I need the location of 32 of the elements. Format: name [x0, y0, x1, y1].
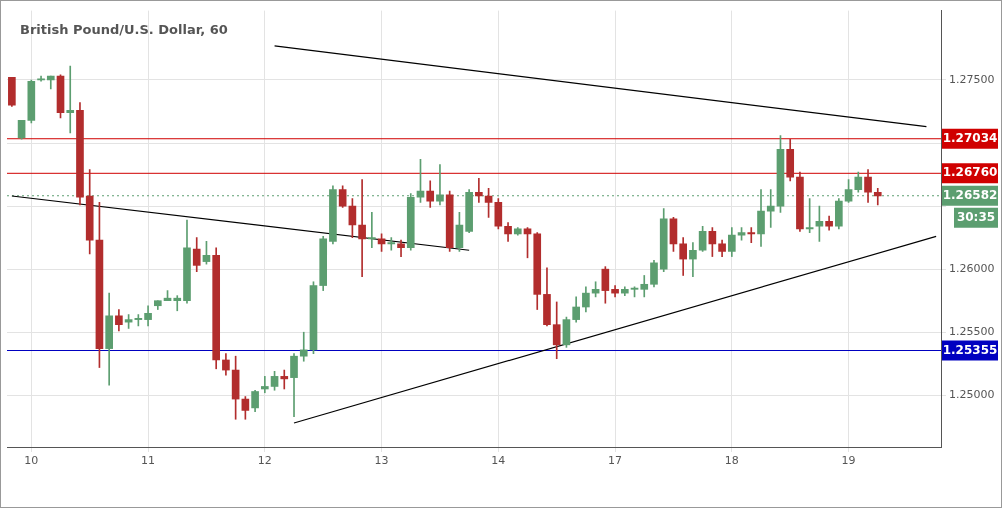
candlestick — [873, 188, 882, 206]
text: 30:35 — [956, 209, 996, 224]
candlestick — [747, 227, 756, 243]
x-tick-label: 13 — [374, 454, 389, 468]
candlestick — [368, 212, 376, 249]
x-tick-label: 19 — [841, 454, 856, 468]
ref-line-label: 1.26760 — [942, 165, 998, 180]
x-tick-label: 12 — [257, 454, 272, 468]
ref-line-label: 1.27034 — [942, 130, 998, 145]
candlestick — [436, 164, 444, 206]
text: British Pound/U.S. Dollar, 60 — [20, 21, 228, 37]
x-tick-label: 10 — [24, 454, 39, 468]
x-tick-label: 11 — [141, 454, 156, 468]
candlestick — [173, 295, 182, 312]
candlestick — [260, 376, 269, 394]
candlestick — [387, 237, 396, 251]
candlestick — [689, 242, 697, 278]
candlestick — [397, 239, 405, 257]
candlestick — [66, 65, 75, 134]
y-tick-label: 1.25000 — [949, 388, 995, 402]
y-tick-label: 1.27500 — [949, 72, 995, 86]
candlestick — [475, 178, 483, 203]
ref-line-label: 1.26582 — [942, 187, 998, 202]
candlestick — [299, 331, 308, 362]
y-tick-label: 1.25500 — [949, 325, 995, 339]
candlestick — [280, 369, 289, 390]
ref-line-label: 1.25355 — [942, 342, 998, 357]
x-tick-label: 18 — [724, 454, 739, 468]
x-tick-label: 17 — [608, 454, 623, 468]
x-tick-label: 14 — [491, 454, 506, 468]
y-tick-label: 1.26000 — [949, 262, 995, 276]
candlestick — [358, 179, 366, 278]
